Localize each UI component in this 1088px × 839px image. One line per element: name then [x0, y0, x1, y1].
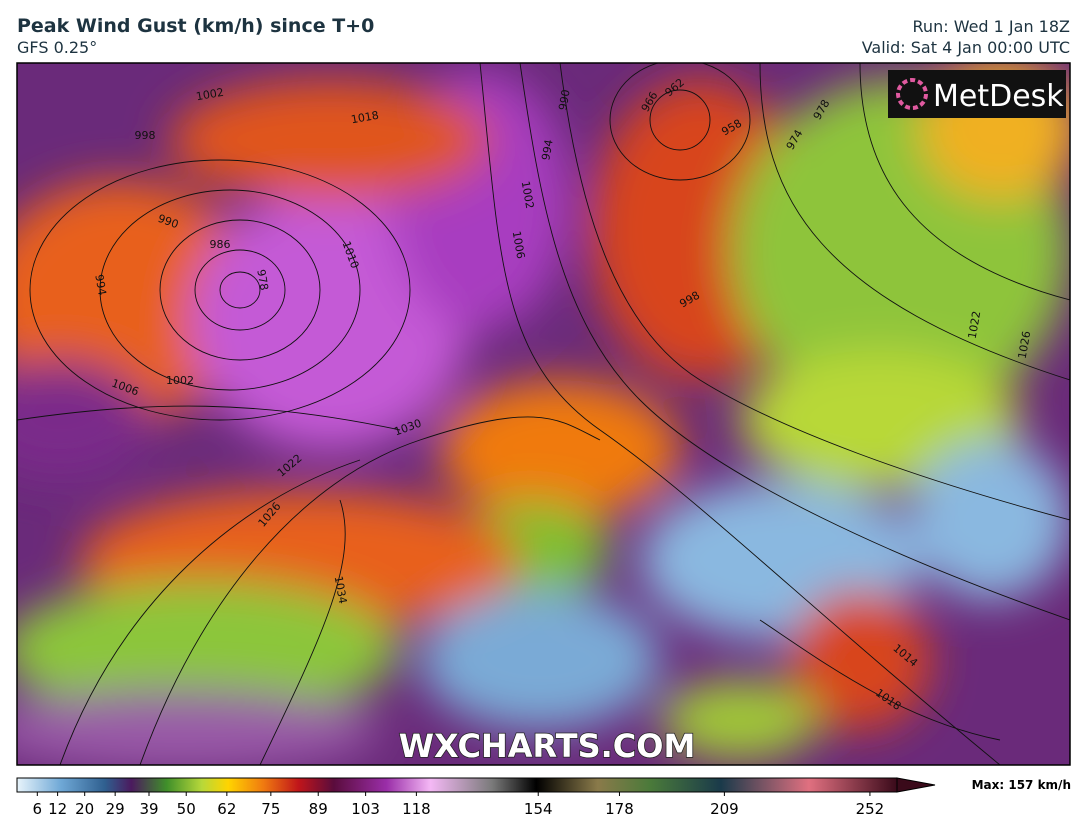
- colorbar-tick-label: 6: [33, 800, 43, 818]
- colorbar-tick-label: 12: [48, 800, 67, 818]
- colorbar: [16, 777, 898, 793]
- colorbar-arrow: [896, 777, 936, 793]
- colorbar-tick-label: 154: [524, 800, 553, 818]
- isobar-label: 1034: [332, 575, 350, 605]
- colorbar-tick-label: 20: [75, 800, 94, 818]
- isobar-label: 998: [135, 129, 156, 142]
- colorbar-tick-label: 75: [261, 800, 280, 818]
- colorbar-tick-label: 50: [177, 800, 196, 818]
- colorbar-tick-label: 178: [605, 800, 634, 818]
- valid: Valid: Sat 4 Jan 00:00 UTC: [862, 38, 1070, 57]
- colorbar-tick-label: 252: [856, 800, 885, 818]
- logo: MetDesk: [933, 79, 1064, 114]
- colorbar-tick-label: 209: [710, 800, 739, 818]
- isobar-label: 1002: [195, 86, 225, 104]
- isobar-label: 1002: [166, 374, 194, 387]
- map-frame: [16, 62, 1071, 766]
- logo-icon: [896, 78, 928, 110]
- colorbar-tick-label: 118: [402, 800, 431, 818]
- colorbar-tick-label: 89: [309, 800, 328, 818]
- colorbar-tick-label: 103: [351, 800, 380, 818]
- isobar-label: 994: [92, 273, 108, 296]
- colorbar-tick-label: 39: [139, 800, 158, 818]
- isobar-label: 986: [210, 238, 231, 251]
- watermark: WXCHARTS.COM: [399, 727, 696, 765]
- isobar-label: 1002: [519, 180, 537, 210]
- isobar-label: 994: [539, 138, 555, 161]
- title: Peak Wind Gust (km/h) since T+0: [17, 15, 374, 37]
- logo-box: [888, 70, 1066, 118]
- isobar-label: 978: [254, 268, 270, 291]
- model: GFS 0.25°: [17, 38, 97, 57]
- isobar-label: 990: [556, 88, 572, 111]
- isobar-label: 1022: [966, 310, 984, 340]
- run: Run: Wed 1 Jan 18Z: [913, 17, 1071, 36]
- isobar-label: 1018: [350, 109, 380, 127]
- isobar-label: 1026: [1016, 330, 1034, 360]
- colorbar-tick-label: 62: [217, 800, 236, 818]
- colorbar-tick-label: 29: [106, 800, 125, 818]
- isobar-label: 1006: [510, 230, 528, 260]
- map: MetDesk WXCHARTS.COM 1002 998 990 986 994 978…: [17, 63, 1070, 765]
- max-label: Max: 157 km/h: [972, 778, 1071, 792]
